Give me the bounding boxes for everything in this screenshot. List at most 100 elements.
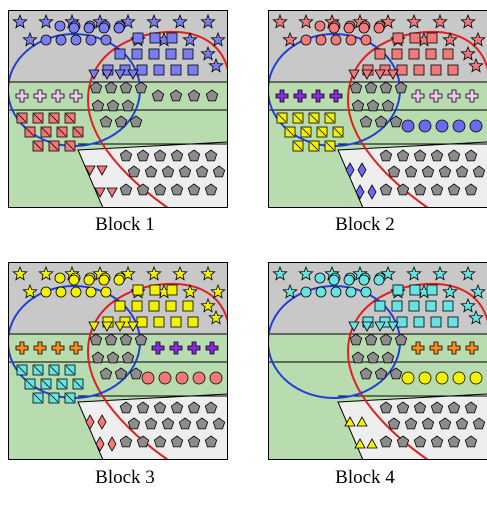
circle-mark (329, 275, 339, 285)
circle-mark (419, 120, 431, 132)
square-mark (171, 65, 181, 75)
circle-mark (316, 35, 326, 45)
circle-mark (114, 275, 124, 285)
square-mark (115, 301, 125, 311)
square-mark (448, 65, 458, 75)
circle-mark (86, 287, 96, 297)
circle-mark (142, 372, 154, 384)
circle-mark (374, 275, 384, 285)
circle-mark (453, 372, 465, 384)
square-mark (375, 49, 385, 59)
block-2 (268, 10, 487, 208)
square-mark (393, 285, 403, 295)
circle-mark (453, 120, 465, 132)
block-4 (268, 262, 487, 460)
square-mark (167, 285, 177, 295)
square-mark (188, 317, 198, 327)
square-mark (427, 33, 437, 43)
square-mark (149, 49, 159, 59)
circle-mark (193, 372, 205, 384)
circle-mark (402, 372, 414, 384)
circle-mark (84, 23, 94, 33)
square-mark (166, 49, 176, 59)
square-mark (410, 285, 420, 295)
circle-mark (346, 35, 356, 45)
square-mark (448, 317, 458, 327)
circle-mark (315, 21, 325, 31)
square-mark (426, 49, 436, 59)
circle-mark (71, 35, 81, 45)
circle-mark (436, 120, 448, 132)
square-mark (431, 65, 441, 75)
circle-mark (69, 275, 79, 285)
square-mark (409, 49, 419, 59)
square-mark (397, 65, 407, 75)
square-mark (397, 317, 407, 327)
square-mark (171, 317, 181, 327)
circle-mark (71, 287, 81, 297)
circle-mark (344, 23, 354, 33)
circle-mark (419, 372, 431, 384)
square-mark (149, 301, 159, 311)
square-mark (375, 301, 385, 311)
circle-mark (359, 275, 369, 285)
circle-mark (359, 23, 369, 33)
circle-mark (210, 372, 222, 384)
block-3-caption: Block 3 (5, 467, 245, 489)
square-mark (427, 285, 437, 295)
circle-mark (176, 372, 188, 384)
circle-mark (101, 287, 111, 297)
circle-mark (69, 23, 79, 33)
circle-mark (84, 275, 94, 285)
circle-mark (361, 287, 371, 297)
square-mark (392, 301, 402, 311)
square-mark (183, 49, 193, 59)
circle-mark (344, 275, 354, 285)
circle-mark (41, 287, 51, 297)
block-1-caption: Block 1 (5, 214, 245, 236)
square-mark (132, 301, 142, 311)
square-mark (393, 33, 403, 43)
square-mark (133, 33, 143, 43)
square-mark (414, 317, 424, 327)
circle-mark (346, 287, 356, 297)
square-mark (410, 33, 420, 43)
circle-mark (331, 287, 341, 297)
circle-mark (301, 35, 311, 45)
circle-mark (41, 35, 51, 45)
square-mark (166, 301, 176, 311)
square-mark (137, 65, 147, 75)
circle-mark (402, 120, 414, 132)
square-mark (154, 317, 164, 327)
square-mark (431, 317, 441, 327)
circle-mark (55, 273, 65, 283)
square-mark (167, 33, 177, 43)
circle-mark (361, 35, 371, 45)
circle-mark (99, 275, 109, 285)
square-mark (409, 301, 419, 311)
circle-mark (99, 23, 109, 33)
circle-mark (315, 273, 325, 283)
square-mark (443, 49, 453, 59)
circle-mark (470, 120, 482, 132)
square-mark (392, 49, 402, 59)
square-mark (183, 301, 193, 311)
circle-mark (114, 23, 124, 33)
square-mark (150, 33, 160, 43)
circle-mark (101, 35, 111, 45)
square-mark (443, 301, 453, 311)
circle-mark (159, 372, 171, 384)
square-mark (137, 317, 147, 327)
square-mark (154, 65, 164, 75)
circle-mark (331, 35, 341, 45)
square-mark (133, 285, 143, 295)
circle-mark (55, 21, 65, 31)
block-3 (8, 262, 228, 460)
square-mark (414, 65, 424, 75)
circle-mark (56, 287, 66, 297)
circle-mark (316, 287, 326, 297)
square-mark (115, 49, 125, 59)
square-mark (150, 285, 160, 295)
